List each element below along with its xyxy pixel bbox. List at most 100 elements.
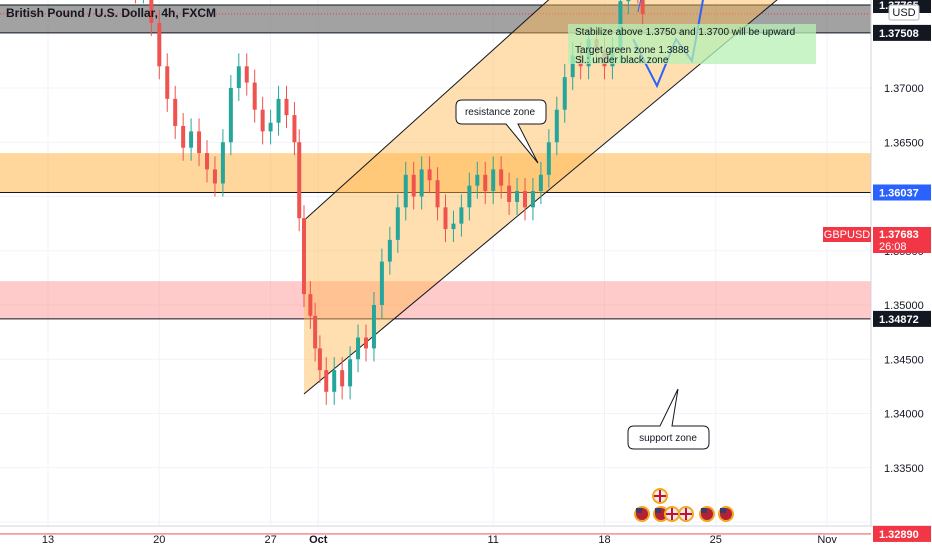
candle-body — [419, 169, 424, 197]
candle-body — [212, 169, 217, 184]
price-label-text: 1.32890 — [879, 529, 919, 541]
candle-body — [292, 115, 297, 143]
candle-body — [228, 88, 233, 143]
candle-body — [523, 191, 527, 208]
candle-body — [467, 185, 472, 208]
currency-box — [888, 4, 920, 21]
candle-body — [546, 142, 551, 175]
candle-body — [491, 169, 496, 192]
flag-gb-icon — [664, 506, 680, 522]
candle-body — [371, 305, 376, 349]
x-tick-label: Nov — [817, 534, 837, 546]
note-line-4: Sl.: under black zone — [575, 55, 669, 66]
candle-body — [640, 0, 645, 15]
candle-body — [205, 153, 209, 170]
candle-body — [244, 66, 249, 83]
candle-body — [435, 180, 440, 208]
y-tick-label: 1.37000 — [884, 83, 924, 95]
candle-body — [403, 174, 408, 208]
candle-body — [220, 142, 225, 184]
candle-body — [236, 66, 241, 88]
candle-body — [395, 207, 400, 240]
candle-body — [332, 370, 337, 392]
candle-body — [181, 125, 186, 148]
candle-body — [570, 55, 575, 78]
x-tick-label: 25 — [710, 534, 722, 546]
candle-body — [562, 77, 567, 110]
price-label-box — [873, 184, 931, 201]
candle-body — [530, 191, 535, 208]
countdown-label: 26:08 — [879, 241, 907, 253]
flag-us-icon — [653, 506, 669, 522]
candle-body — [157, 22, 162, 67]
note-box — [568, 24, 816, 64]
price-label-box — [873, 310, 931, 327]
candle-body — [165, 66, 170, 99]
price-label-text: 1.36037 — [879, 187, 919, 199]
candle-body — [317, 348, 322, 371]
y-tick-label: 1.36500 — [884, 137, 924, 149]
flag-gb-icon — [678, 506, 694, 522]
last-price-badge — [873, 227, 931, 253]
candle-body — [268, 122, 273, 132]
zone-orange — [0, 153, 871, 193]
candle-body — [189, 131, 194, 148]
x-tick-label: 13 — [42, 534, 54, 546]
candle-body — [483, 174, 488, 192]
y-tick-label: 1.35000 — [884, 300, 924, 312]
candle-body — [427, 169, 432, 181]
candle-body — [554, 109, 559, 143]
candle-body — [260, 109, 265, 132]
support-callout — [627, 388, 710, 450]
candle-body — [252, 82, 257, 110]
x-tick-label: 11 — [487, 534, 498, 546]
y-tick-label: 1.34500 — [884, 354, 924, 366]
candle-body — [324, 370, 329, 392]
x-tick-label: Oct — [309, 534, 328, 546]
currency-label: USD — [892, 7, 915, 19]
last-price-label: 1.37683 — [879, 229, 919, 241]
resistance-label: resistance zone — [465, 107, 535, 118]
symbol-badge — [823, 227, 871, 242]
candle-body — [499, 169, 504, 186]
price-label-box — [873, 24, 931, 41]
candle-body — [387, 239, 392, 262]
candle-body — [276, 98, 281, 123]
note-line-3: Target green zone 1.3888 — [575, 45, 689, 56]
x-axis: 13 20 27 Oct 11 18 25 Nov — [42, 534, 838, 546]
candle-body — [443, 207, 448, 230]
event-flags — [634, 488, 734, 522]
x-tick-label: 20 — [153, 534, 165, 546]
candle-body — [340, 370, 345, 387]
candle-body — [149, 0, 154, 23]
flag-gb-icon — [652, 488, 668, 504]
support-label: support zone — [639, 433, 697, 444]
candle-body — [197, 131, 202, 154]
grid — [0, 0, 871, 526]
candle-body — [308, 294, 313, 316]
zones — [0, 4, 871, 535]
note-line-1: Stabilize above 1.3750 and 1.3700 will b… — [575, 27, 795, 38]
price-label-text: 1.34872 — [879, 314, 919, 326]
candle-body — [507, 185, 512, 202]
candle-body — [411, 174, 416, 197]
price-label-text: 1.37508 — [879, 28, 919, 40]
y-tick-label: 1.33500 — [884, 463, 924, 475]
candle-body — [356, 337, 361, 360]
candle-body — [313, 315, 318, 349]
price-label-box — [873, 525, 931, 542]
flag-us-icon — [718, 506, 734, 522]
price-labels: 1.388831.377651.375081.360371.348721.328… — [873, 0, 931, 542]
candle-body — [297, 142, 302, 219]
candle-body — [173, 98, 178, 126]
price-series — [134, 0, 645, 405]
resistance-callout — [455, 99, 547, 164]
candle-body — [379, 261, 384, 305]
candle-body — [348, 359, 353, 387]
candle-body — [301, 218, 306, 295]
y-tick-label: 1.34000 — [884, 409, 924, 421]
symbol-label: GBPUSD — [824, 229, 871, 241]
flag-us-icon — [634, 506, 650, 522]
flag-us-icon — [699, 506, 715, 522]
